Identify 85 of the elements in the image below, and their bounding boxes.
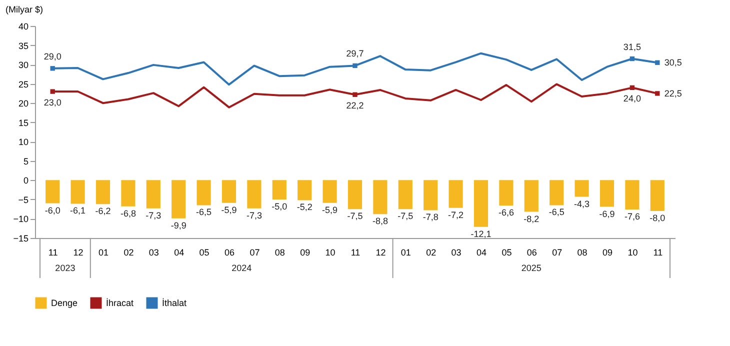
data-label: -6,8	[120, 208, 136, 218]
x-tick-label: 03	[451, 248, 462, 258]
x-tick-label: 04	[174, 248, 184, 258]
x-tick-label: 04	[476, 248, 487, 258]
x-tick-label: 12	[73, 248, 84, 258]
y-tick-label: −15	[13, 234, 28, 244]
data-label: -7,8	[422, 212, 438, 222]
data-label: -6,5	[548, 207, 564, 218]
x-tick-label: 08	[577, 248, 588, 258]
point	[50, 66, 55, 71]
x-tick-label: 09	[300, 248, 310, 258]
point	[352, 92, 358, 97]
data-label: -6,2	[95, 206, 111, 216]
x-tick-label: 01	[400, 248, 411, 258]
y-tick-label: 40	[18, 22, 28, 32]
x-tick-label: 11	[350, 248, 360, 258]
x-tick-label: 12	[376, 248, 386, 258]
data-label: 22,5	[664, 88, 682, 98]
data-label: -5,0	[272, 201, 288, 212]
text: 2023	[55, 263, 76, 273]
x-tick-label: 07	[250, 248, 260, 258]
point	[352, 63, 358, 68]
data-label: -6,1	[70, 206, 86, 216]
data-label: 29,7	[346, 48, 364, 59]
data-label: -6,5	[196, 207, 212, 218]
y-tick-label: −5	[18, 194, 28, 205]
data-label: -12,1	[470, 228, 492, 239]
x-tick-label: 06	[526, 248, 537, 258]
data-label: 22,2	[346, 100, 364, 111]
x-tick-label: 11	[48, 248, 58, 258]
x-tick-label: 06	[224, 248, 235, 258]
x-tick-label: 11	[653, 248, 663, 258]
y-tick-label: 0	[23, 176, 28, 186]
y-tick-label: −10	[13, 214, 28, 224]
data-label: -8,8	[372, 216, 388, 226]
point	[630, 56, 635, 62]
data-label: -7,2	[448, 210, 464, 220]
x-tick-label: 03	[148, 248, 159, 258]
data-label: -8,2	[524, 214, 540, 224]
legend-label: İhracat	[106, 298, 134, 308]
x-tick-label: 02	[426, 248, 436, 258]
point	[50, 89, 55, 94]
y-tick-label: 10	[18, 137, 28, 148]
x-tick-label: 05	[199, 248, 210, 258]
x-tick-label: 05	[502, 248, 512, 258]
x-tick-label: 07	[552, 248, 562, 258]
y-tick-label: 35	[18, 40, 28, 51]
y-tick-label: 20	[18, 98, 28, 109]
y-tick-label: 5	[23, 156, 28, 166]
data-label: -6,6	[498, 208, 514, 218]
data-label: -7,3	[246, 210, 262, 220]
x-tick-label: 01	[98, 248, 109, 258]
data-label: 29,0	[44, 51, 62, 62]
text: 2025	[521, 263, 542, 273]
point	[655, 60, 660, 65]
data-label: -6,9	[599, 208, 615, 219]
legend-label: İthalat	[162, 298, 188, 308]
data-label: -7,5	[398, 211, 414, 222]
data-label: 30,5	[664, 58, 682, 68]
legend-label: Denge	[51, 298, 78, 308]
data-label: -6,0	[44, 205, 60, 216]
point	[655, 91, 660, 96]
x-tick-label: 10	[628, 248, 638, 258]
data-label: -7,6	[624, 211, 640, 222]
y-tick-label: 30	[18, 60, 28, 70]
y-tick-label: 25	[18, 79, 28, 90]
data-label: -7,5	[347, 211, 363, 222]
data-label: -5,9	[221, 204, 237, 215]
data-label: -5,9	[322, 204, 338, 215]
data-label: -9,9	[170, 220, 186, 230]
x-tick-label: 10	[325, 248, 336, 258]
text: 2024	[232, 263, 252, 273]
x-tick-label: 08	[274, 248, 285, 258]
data-label: -8,0	[650, 213, 666, 224]
x-tick-label: 02	[124, 248, 134, 258]
data-label: 23,0	[44, 98, 62, 108]
data-label: -4,3	[574, 198, 590, 209]
y-axis-title: (Milyar $)	[6, 4, 43, 14]
data-label: -7,3	[146, 210, 162, 220]
data-label: 31,5	[623, 42, 641, 52]
y-tick-label: 15	[18, 118, 28, 128]
data-label: -5,2	[296, 202, 312, 212]
point	[630, 85, 635, 90]
x-tick-label: 09	[602, 248, 613, 258]
data-label: 24,0	[623, 94, 641, 104]
